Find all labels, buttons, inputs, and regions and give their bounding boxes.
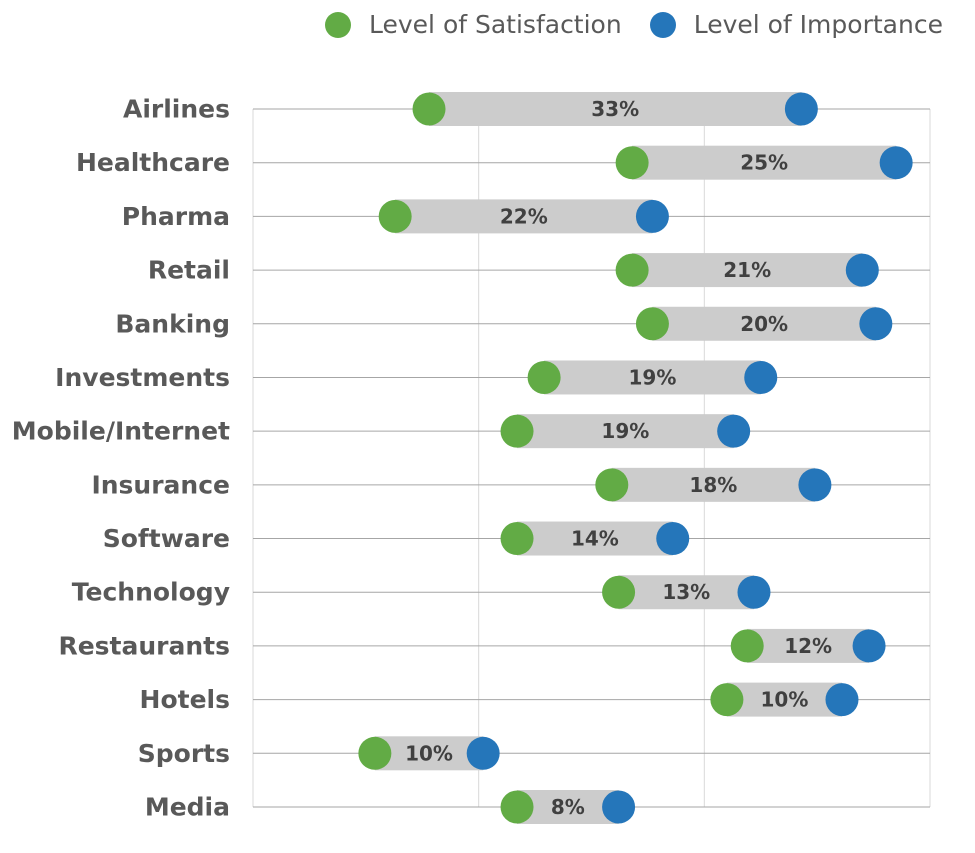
gap-label: 19% [601, 419, 649, 443]
category-label: Retail [148, 256, 230, 285]
gap-label: 8% [551, 795, 585, 819]
gap-bar [632, 253, 863, 288]
satisfaction-point [615, 146, 649, 180]
category-label: Pharma [122, 202, 230, 231]
satisfaction-point [527, 360, 561, 394]
importance-point [737, 575, 771, 609]
importance-point [635, 199, 669, 233]
legend-label-importance: Level of Importance [693, 10, 943, 39]
gap-bar [726, 682, 842, 717]
legend-swatch-satisfaction [325, 11, 351, 38]
legend-item-importance: Level of Importance [649, 10, 943, 39]
satisfaction-point [500, 414, 534, 448]
category-label: Insurance [91, 470, 230, 499]
satisfaction-point [595, 468, 629, 502]
category-label: Airlines [123, 95, 230, 124]
category-label: Software [103, 524, 230, 553]
gap-bar [429, 92, 802, 126]
gap-label: 25% [740, 151, 788, 175]
gap-bar [747, 628, 870, 663]
gap-bar [395, 199, 653, 234]
gap-label: 12% [784, 634, 832, 658]
gap-label: 13% [662, 580, 710, 604]
satisfaction-point [500, 790, 534, 824]
gap-label: 21% [723, 258, 771, 282]
importance-point [602, 790, 636, 824]
gap-bar [632, 145, 897, 180]
satisfaction-point [500, 522, 534, 556]
gap-label: 19% [628, 365, 676, 389]
gap-bar [652, 306, 876, 341]
legend-label-satisfaction: Level of Satisfaction [369, 10, 622, 39]
category-label: Mobile/Internet [12, 417, 230, 446]
importance-point [466, 736, 500, 770]
gap-bar [611, 467, 815, 502]
category-label: Healthcare [76, 148, 230, 177]
satisfaction-point [730, 629, 764, 663]
satisfaction-point [378, 199, 412, 233]
gap-bar [517, 790, 619, 824]
legend-item-satisfaction: Level of Satisfaction [325, 10, 622, 39]
gap-label: 33% [591, 97, 639, 121]
satisfaction-point [602, 575, 636, 609]
gap-label: 14% [571, 527, 619, 551]
satisfaction-point [615, 253, 649, 287]
importance-point [798, 468, 832, 502]
satisfaction-point [635, 307, 669, 341]
gap-label: 10% [405, 741, 453, 765]
category-label: Media [145, 793, 230, 822]
legend: Level of Satisfaction Level of Importanc… [325, 10, 943, 39]
gap-bar [517, 414, 734, 449]
category-label: Technology [72, 578, 230, 607]
importance-point [717, 414, 751, 448]
satisfaction-point [412, 92, 446, 126]
satisfaction-point [358, 736, 392, 770]
importance-point [825, 683, 859, 717]
importance-point [744, 360, 778, 394]
gap-bar [374, 736, 484, 771]
importance-point [845, 253, 879, 287]
importance-point [656, 522, 690, 556]
category-label: Investments [55, 363, 230, 392]
gap-label: 10% [761, 688, 809, 712]
importance-point [852, 629, 886, 663]
gap-label: 22% [500, 204, 548, 228]
importance-point [879, 146, 913, 180]
gap-bar [618, 575, 754, 610]
category-label: Restaurants [58, 631, 230, 660]
gap-bar [517, 521, 673, 556]
category-label: Sports [138, 739, 230, 768]
satisfaction-point [710, 683, 744, 717]
gap-label: 20% [740, 312, 788, 336]
category-label: Hotels [140, 685, 230, 714]
legend-swatch-importance [649, 11, 676, 38]
gap-bar [544, 360, 761, 395]
category-label: Banking [115, 309, 230, 338]
importance-point [859, 307, 893, 341]
importance-point [784, 92, 818, 126]
gap-label: 18% [689, 473, 737, 497]
